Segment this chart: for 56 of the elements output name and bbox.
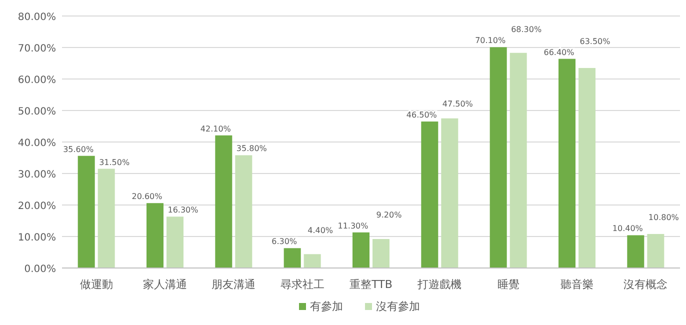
bar — [235, 155, 252, 268]
x-tick-label: 家人溝通 — [143, 278, 187, 291]
data-label: 11.30% — [338, 221, 369, 230]
data-label: 63.50% — [580, 36, 611, 46]
y-tick-label: 70.00% — [18, 44, 56, 54]
data-label: 4.40% — [308, 226, 334, 236]
bar — [490, 47, 507, 268]
x-tick-label: 沒有概念 — [624, 278, 668, 291]
x-tick-label: 睡覺 — [497, 278, 520, 291]
data-label: 6.30% — [272, 237, 298, 246]
bar — [627, 235, 644, 268]
bar — [78, 156, 95, 268]
bar — [421, 122, 438, 268]
bar — [578, 68, 596, 268]
data-label: 35.80% — [236, 144, 268, 154]
x-tick-label: 重整TTB — [350, 278, 392, 291]
data-label: 16.30% — [168, 206, 199, 215]
data-label: 35.60% — [63, 144, 94, 154]
bar — [647, 234, 664, 268]
data-label: 9.20% — [376, 210, 402, 220]
legend-label: 沒有參加 — [376, 300, 420, 313]
y-tick-label: 40.00% — [18, 138, 56, 149]
data-label: 66.40% — [544, 48, 575, 57]
x-tick-label: 打遊戲機 — [416, 278, 462, 291]
bar — [166, 216, 184, 268]
bar — [98, 168, 115, 268]
data-label: 70.10% — [475, 36, 506, 46]
data-label: 20.60% — [132, 192, 163, 202]
bar — [558, 58, 576, 268]
data-label: 31.50% — [99, 158, 130, 167]
bar — [352, 232, 370, 268]
data-label: 10.80% — [648, 213, 680, 222]
y-tick-label: 20.00% — [18, 201, 56, 212]
y-tick-label: 60.00% — [18, 75, 56, 86]
bar — [284, 248, 301, 268]
y-tick-label: 0.00% — [24, 264, 56, 275]
data-label: 42.10% — [200, 124, 232, 134]
bar — [304, 254, 321, 268]
bar — [215, 135, 232, 268]
y-tick-label: 50.00% — [18, 106, 56, 118]
bar — [510, 52, 527, 268]
x-tick-label: 聽音樂 — [560, 278, 594, 291]
x-tick-label: 尋求社工 — [280, 278, 324, 291]
bar — [146, 203, 164, 268]
bar — [441, 118, 458, 268]
data-label: 46.50% — [406, 110, 438, 120]
x-tick-label: 朋友溝通 — [212, 278, 256, 291]
x-tick-label: 做運動 — [80, 278, 113, 291]
data-label: 47.50% — [442, 100, 474, 109]
y-tick-label: 80.00% — [18, 12, 56, 23]
bar — [372, 239, 390, 268]
legend-label: 有參加 — [310, 300, 343, 313]
data-label: 68.30% — [511, 25, 542, 34]
y-tick-label: 10.00% — [18, 232, 56, 244]
y-tick-label: 30.00% — [18, 170, 56, 180]
data-label: 10.40% — [612, 224, 644, 234]
